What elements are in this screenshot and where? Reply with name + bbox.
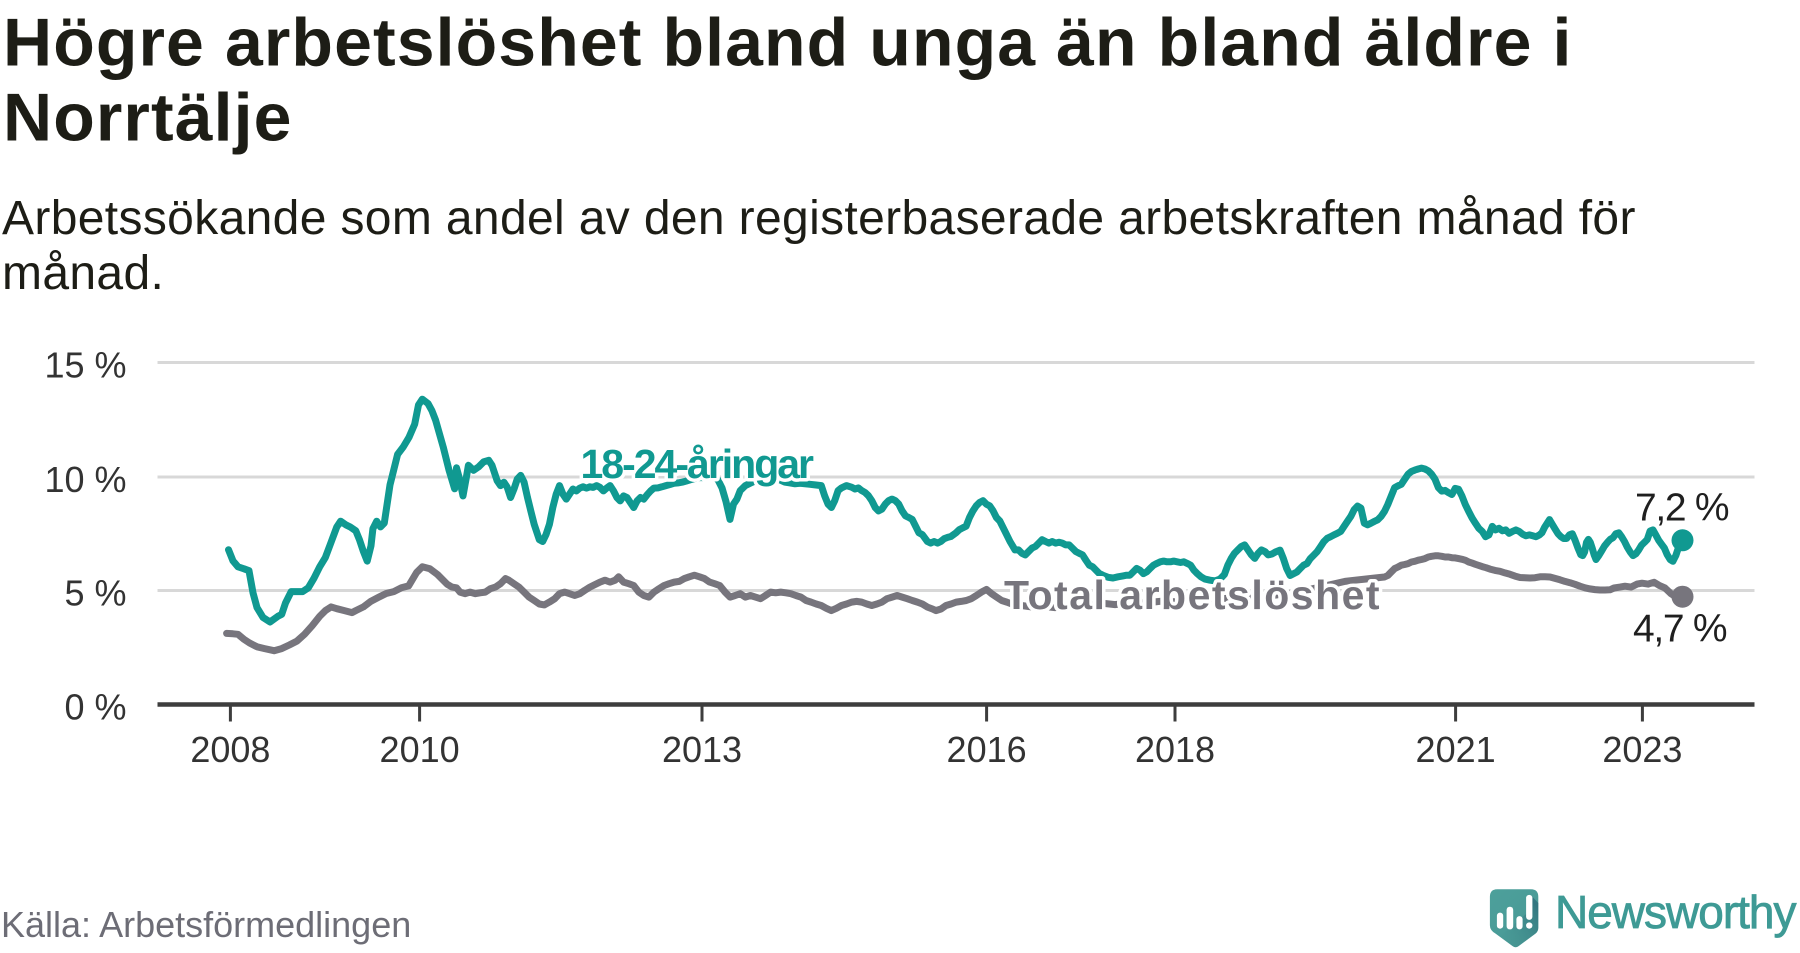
- svg-text:Norrtälje: Norrtälje: [3, 80, 293, 156]
- svg-text:18-24-åringar: 18-24-åringar: [581, 441, 815, 487]
- svg-text:0 %: 0 %: [64, 687, 126, 728]
- svg-text:2016: 2016: [947, 729, 1027, 770]
- svg-text:månad.: månad.: [2, 247, 164, 300]
- svg-text:15 %: 15 %: [44, 345, 126, 386]
- svg-text:5 %: 5 %: [64, 573, 126, 614]
- svg-text:2013: 2013: [662, 729, 742, 770]
- svg-text:2023: 2023: [1602, 729, 1682, 770]
- svg-text:Arbetssökande som andel av den: Arbetssökande som andel av den registerb…: [2, 192, 1636, 245]
- svg-text:2008: 2008: [190, 729, 270, 770]
- svg-text:Högre arbetslöshet bland unga: Högre arbetslöshet bland unga än bland ä…: [3, 5, 1573, 81]
- svg-text:7,2 %: 7,2 %: [1635, 487, 1729, 530]
- svg-text:4,7 %: 4,7 %: [1633, 608, 1727, 651]
- svg-text:Källa: Arbetsförmedlingen: Källa: Arbetsförmedlingen: [1, 904, 411, 945]
- svg-text:2021: 2021: [1416, 729, 1496, 770]
- svg-text:10 %: 10 %: [44, 459, 126, 500]
- svg-text:2018: 2018: [1135, 729, 1215, 770]
- svg-text:Newsworthy: Newsworthy: [1555, 886, 1797, 938]
- svg-text:Total arbetslöshet: Total arbetslöshet: [1004, 572, 1381, 618]
- svg-text:2010: 2010: [380, 729, 460, 770]
